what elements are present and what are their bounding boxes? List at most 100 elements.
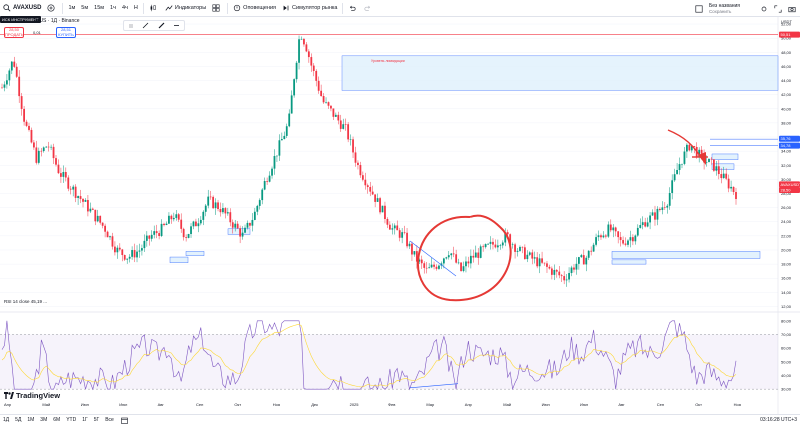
rsi-ma-line xyxy=(1,323,737,388)
candle-body xyxy=(509,234,512,245)
candle-body xyxy=(401,232,404,238)
price-tag-label: 50,51 xyxy=(781,32,792,37)
candle-body xyxy=(617,231,620,238)
candle-body xyxy=(276,155,278,157)
candle-body xyxy=(322,96,325,103)
range-1d[interactable]: 1Д xyxy=(3,417,10,423)
candle-body xyxy=(496,245,499,248)
range-1m[interactable]: 1М xyxy=(27,417,35,423)
range-6m[interactable]: 6М xyxy=(53,417,61,423)
timeframe-week[interactable]: Н xyxy=(133,5,138,11)
candle-body xyxy=(489,241,492,244)
candle-body xyxy=(683,151,686,164)
price-chart[interactable]: 52,00 50,00 48,00 46,00 44,00 42,00 40,00 38,00… xyxy=(0,17,800,414)
timeframe-5m[interactable]: 5м xyxy=(81,5,89,11)
candle-body xyxy=(212,196,215,209)
candle-body xyxy=(60,173,62,177)
candle-body xyxy=(381,205,384,213)
candle-body xyxy=(565,279,568,281)
candle-body xyxy=(310,57,313,66)
zone-sep xyxy=(227,228,251,235)
range-all[interactable]: Все xyxy=(105,417,114,423)
drag-handle-icon[interactable] xyxy=(128,23,134,29)
time-axis-label: Дек xyxy=(311,402,318,407)
pencil-icon[interactable] xyxy=(158,22,165,29)
price-tag xyxy=(779,31,800,38)
candle-body xyxy=(708,158,710,163)
timeframe-4h[interactable]: 4ч xyxy=(121,5,128,11)
candle-body xyxy=(271,168,273,176)
candle-body xyxy=(168,215,170,224)
add-symbol-button[interactable] xyxy=(44,0,60,17)
candle-body xyxy=(543,262,546,264)
sell-button[interactable]: 28,50 ПРОДАТЬ xyxy=(4,27,24,38)
indicators-button[interactable]: Индикаторы xyxy=(162,0,209,17)
candle-body xyxy=(553,269,556,275)
settings-icon[interactable] xyxy=(760,5,768,13)
indicators-icon xyxy=(165,5,173,11)
candle-body xyxy=(207,196,210,206)
candle-body xyxy=(654,212,656,220)
candle-body xyxy=(420,259,423,264)
line-width-icon[interactable] xyxy=(173,22,180,29)
redo-button[interactable] xyxy=(361,0,377,17)
buy-button[interactable]: 28,51 КУПИТЬ xyxy=(56,27,76,38)
candle-body xyxy=(415,251,418,262)
candle-body xyxy=(361,175,364,180)
layout-icon[interactable] xyxy=(695,4,703,13)
candle-body xyxy=(403,232,406,233)
candle-body xyxy=(384,205,386,220)
symbol-search[interactable]: AVAXUSD xyxy=(0,0,44,17)
candle-body xyxy=(462,266,465,271)
candle-body xyxy=(42,147,45,152)
range-5d[interactable]: 5Д xyxy=(15,417,22,423)
range-3m[interactable]: 3М xyxy=(40,417,48,423)
candle-body xyxy=(285,126,288,136)
candle-body xyxy=(487,243,489,245)
indicators-label: Индикаторы xyxy=(174,5,207,11)
templates-button[interactable] xyxy=(209,0,225,17)
candle-body xyxy=(715,166,718,171)
range-5y[interactable]: 5Г xyxy=(93,417,100,423)
candle-body xyxy=(570,267,573,274)
candle-body xyxy=(673,174,676,181)
candle-body xyxy=(192,221,195,227)
range-ytd[interactable]: YTD xyxy=(66,417,77,423)
candle-body xyxy=(413,251,416,255)
calendar-icon[interactable] xyxy=(121,417,128,424)
candle-body xyxy=(266,180,269,182)
timeframe-1h[interactable]: 1ч xyxy=(110,5,116,11)
timeframe-1m[interactable]: 1м xyxy=(68,5,76,11)
camera-icon[interactable] xyxy=(788,5,796,13)
candle-body xyxy=(28,125,30,130)
candle-body xyxy=(18,76,21,97)
undo-button[interactable] xyxy=(345,0,361,17)
toolbar-divider xyxy=(142,2,144,14)
trend-line-icon[interactable] xyxy=(142,22,149,29)
layout-name[interactable]: Без названия Сохранить xyxy=(709,3,740,15)
symbol-name: AVAXUSD xyxy=(13,5,42,11)
time-axis-label: Июл xyxy=(580,402,589,407)
timeframe-15m[interactable]: 15м xyxy=(94,5,105,11)
candle-body xyxy=(82,198,84,202)
chart-type-button[interactable] xyxy=(146,0,162,17)
candle-body xyxy=(89,208,92,212)
candle-body xyxy=(229,212,232,223)
candle-body xyxy=(465,261,467,267)
range-1y[interactable]: 1Г xyxy=(82,417,88,423)
fullscreen-icon[interactable] xyxy=(774,4,782,13)
candle-body xyxy=(492,241,494,245)
candle-body xyxy=(619,237,622,241)
alerts-label: Оповещения xyxy=(243,5,277,11)
candle-body xyxy=(101,222,104,226)
candle-body xyxy=(541,258,543,263)
candle-body xyxy=(629,237,632,241)
replay-button[interactable]: Симулятор рынка xyxy=(279,0,340,17)
candle-body xyxy=(249,222,251,226)
candle-body xyxy=(688,144,691,151)
sell-price: 28,50 xyxy=(8,27,19,32)
candle-body xyxy=(396,225,399,231)
time-axis-label: Ноя xyxy=(734,402,741,407)
alerts-button[interactable]: Оповещения xyxy=(230,0,279,17)
price-tag xyxy=(779,142,800,149)
